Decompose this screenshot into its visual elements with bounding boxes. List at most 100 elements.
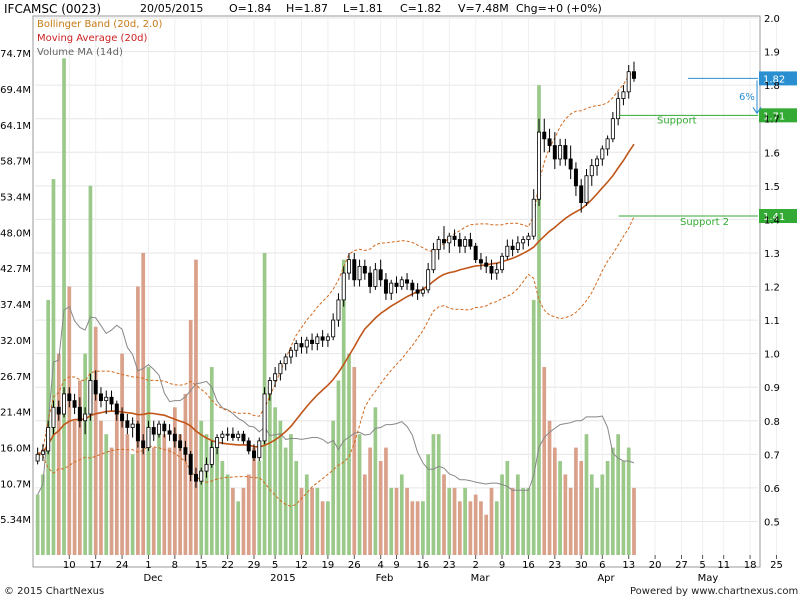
date-tick-label: 22 xyxy=(221,560,234,571)
volume-bar xyxy=(510,487,515,555)
volume-bar xyxy=(421,501,425,555)
target-arrow-head xyxy=(752,107,762,115)
candle-body xyxy=(431,249,436,271)
candle-body xyxy=(178,440,183,449)
candle-body xyxy=(167,430,172,435)
candlesticks xyxy=(35,61,636,488)
volume-bar xyxy=(442,474,446,555)
candle-body xyxy=(88,380,93,415)
candle-body xyxy=(357,265,362,281)
volume-bar xyxy=(315,487,320,555)
price-tick-label: 0.8 xyxy=(764,417,780,428)
volume-bar xyxy=(547,420,552,555)
volume-bar xyxy=(188,320,193,555)
volume-bar xyxy=(447,487,452,555)
volume-bar xyxy=(114,407,119,555)
candle-body xyxy=(130,423,135,428)
volume-bar xyxy=(283,447,288,555)
volume-tick-label: 16.0M xyxy=(0,443,31,454)
price-tick-label: 1.6 xyxy=(764,148,780,159)
date-tick-label: 6 xyxy=(599,560,605,571)
quote-close: C=1.82 xyxy=(400,2,442,15)
volume-bar xyxy=(589,474,594,555)
support-tag: 1.41 xyxy=(763,212,785,223)
volume-bar xyxy=(632,487,636,555)
volume-tick-label: 26.7M xyxy=(0,372,31,383)
volume-bar xyxy=(125,434,130,555)
volume-bar xyxy=(62,58,66,556)
candle-body xyxy=(600,148,605,160)
volume-bar xyxy=(494,501,499,555)
volume-tick-label: 74.7M xyxy=(0,49,31,60)
candle-body xyxy=(579,185,584,203)
date-tick-label: 24 xyxy=(116,560,129,571)
candle-body xyxy=(120,413,125,422)
candle-body xyxy=(241,433,246,442)
candle-body xyxy=(394,282,399,287)
target-label: 6% xyxy=(739,92,755,103)
date-tick-label: 25 xyxy=(770,560,783,571)
volume-tick-label: 21.4M xyxy=(0,408,31,419)
candle-body xyxy=(288,349,293,358)
volume-bar xyxy=(468,501,473,555)
volume-ma-path xyxy=(37,305,635,495)
volume-bar xyxy=(167,447,172,555)
volume-bar xyxy=(88,185,93,555)
candle-body xyxy=(631,71,636,79)
candle-body xyxy=(447,235,452,244)
date-tick-label: 27 xyxy=(675,560,688,571)
candle-body xyxy=(236,433,241,438)
candle-body xyxy=(220,433,225,438)
candle-body xyxy=(262,393,267,442)
volume-bar xyxy=(341,259,346,555)
volume-bar xyxy=(347,353,351,555)
volume-bar xyxy=(415,501,420,555)
date-tick-label: 17 xyxy=(89,560,102,571)
date-tick-label: 10 xyxy=(63,560,76,571)
volume-bar xyxy=(146,367,151,555)
copyright: © 2015 ChartNexus xyxy=(4,586,105,597)
candle-body xyxy=(568,158,573,170)
volume-bar xyxy=(225,474,230,555)
candle-body xyxy=(616,98,621,120)
candle-body xyxy=(83,413,88,422)
candle-body xyxy=(605,138,610,150)
volume-bar xyxy=(568,487,573,555)
candle-body xyxy=(162,423,167,432)
candle-body xyxy=(315,336,320,344)
date-axis: 10 17 24 1 8 15 22 29 5 12 19 26 4 9 16 23 2 9 16 23 30 6 13 20… xyxy=(63,555,783,584)
candle-body xyxy=(347,259,351,274)
candle-body xyxy=(62,393,67,415)
candle-body xyxy=(426,269,431,291)
candle-body xyxy=(389,282,394,294)
volume-bar xyxy=(178,434,182,555)
support-tag: 1.71 xyxy=(763,111,785,122)
bollinger-lower xyxy=(37,216,635,507)
candle-body xyxy=(135,423,140,442)
candle-body xyxy=(325,336,330,341)
candle-body xyxy=(500,255,505,271)
date-tick-label: 23 xyxy=(443,560,456,571)
volume-bar xyxy=(151,447,156,555)
volume-bar xyxy=(120,353,124,555)
date-tick-label: 15 xyxy=(195,560,208,571)
candle-body xyxy=(515,242,520,250)
volume-bar xyxy=(457,501,462,555)
candle-body xyxy=(35,453,40,462)
volume-bar xyxy=(299,487,304,555)
candle-body xyxy=(468,239,473,247)
powered-by-link[interactable]: Powered by www.chartnexus.com xyxy=(630,586,799,597)
quote-open: O=1.84 xyxy=(229,2,272,15)
volume-bar xyxy=(56,353,61,555)
date-tick-label: 11 xyxy=(717,560,730,571)
date-tick-label: 2 xyxy=(472,560,478,571)
candle-body xyxy=(368,272,373,287)
quote-change: Chg=+0 (+0%) xyxy=(516,2,602,15)
candle-body xyxy=(537,131,541,200)
quote-low: L=1.81 xyxy=(343,2,383,15)
volume-bar xyxy=(215,447,219,555)
price-tick-label: 1.3 xyxy=(764,249,780,260)
price-tick-label: 0.9 xyxy=(764,383,780,394)
volume-bar xyxy=(394,487,399,555)
volume-tick-label: 42.7M xyxy=(0,264,31,275)
